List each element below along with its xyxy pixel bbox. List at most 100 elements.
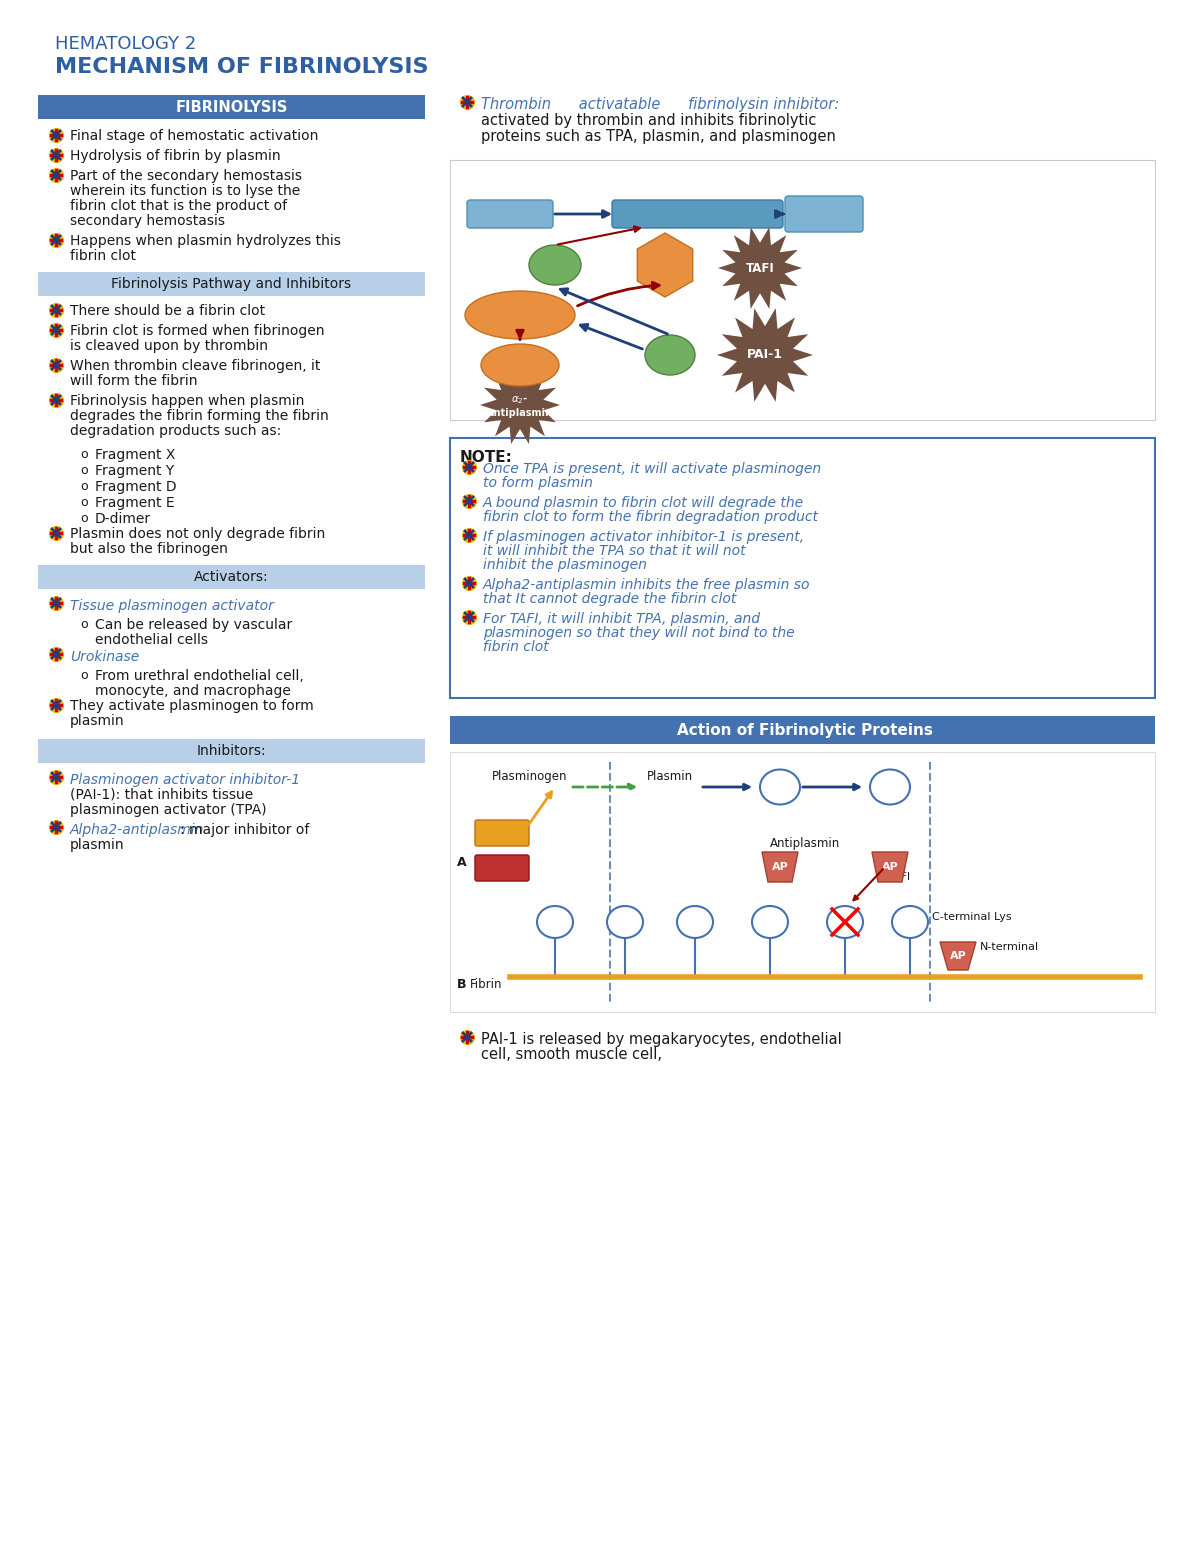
Ellipse shape (538, 905, 574, 938)
Text: o: o (80, 495, 88, 509)
Text: inhibit the plasminogen: inhibit the plasminogen (482, 558, 647, 572)
Text: Lys: Lys (836, 916, 853, 927)
Text: Plasmin does not only degrade fibrin: Plasmin does not only degrade fibrin (70, 526, 325, 540)
Text: plasmin: plasmin (496, 367, 545, 377)
FancyBboxPatch shape (38, 272, 425, 297)
Polygon shape (940, 943, 976, 971)
Text: plasmin: plasmin (643, 267, 686, 276)
Text: Action of Fibrinolytic Proteins: Action of Fibrinolytic Proteins (677, 722, 932, 738)
Text: to form plasmin: to form plasmin (482, 477, 593, 491)
Text: TPA: TPA (659, 349, 682, 360)
Polygon shape (718, 227, 802, 309)
Text: D-dimer: D-dimer (95, 512, 151, 526)
Text: B: B (457, 978, 467, 991)
Text: There should be a fibrin clot: There should be a fibrin clot (70, 304, 265, 318)
Text: plasminogen so that they will not bind to the: plasminogen so that they will not bind t… (482, 626, 794, 640)
Text: that It cannot degrade the fibrin clot: that It cannot degrade the fibrin clot (482, 592, 737, 606)
Text: Inhibitors:: Inhibitors: (197, 744, 266, 758)
FancyBboxPatch shape (450, 160, 1154, 419)
Text: o: o (80, 512, 88, 525)
Text: proteins such as TPA, plasmin, and plasminogen: proteins such as TPA, plasmin, and plasm… (481, 129, 836, 144)
Text: secondary hemostasis: secondary hemostasis (70, 214, 226, 228)
Ellipse shape (529, 245, 581, 286)
Text: Plasminogen: Plasminogen (492, 770, 568, 783)
Text: Tissue plasminogen activator: Tissue plasminogen activator (70, 599, 274, 613)
Text: HEMATOLOGY 2: HEMATOLOGY 2 (55, 36, 197, 53)
FancyBboxPatch shape (450, 438, 1154, 697)
Text: Fibrin: Fibrin (677, 208, 718, 221)
Text: activated by thrombin and inhibits fibrinolytic: activated by thrombin and inhibits fibri… (481, 113, 816, 127)
Text: Lys: Lys (686, 916, 703, 927)
Text: A bound plasmin to fibrin clot will degrade the: A bound plasmin to fibrin clot will degr… (482, 495, 804, 509)
Text: TPA: TPA (488, 826, 515, 840)
Text: Fibrin clot is formed when fibrinogen: Fibrin clot is formed when fibrinogen (70, 325, 324, 339)
Text: FIBRINOLYSIS: FIBRINOLYSIS (175, 99, 288, 115)
Text: Plasminogen activator inhibitor-1: Plasminogen activator inhibitor-1 (70, 773, 300, 787)
Text: TPA: TPA (544, 259, 566, 270)
Text: Fibrinogen: Fibrinogen (476, 210, 544, 219)
FancyBboxPatch shape (475, 820, 529, 846)
Text: Alpha2-antiplasmin inhibits the free plasmin so: Alpha2-antiplasmin inhibits the free pla… (482, 578, 810, 592)
Text: Antiplasmin: Antiplasmin (770, 837, 840, 849)
Text: Lys: Lys (772, 783, 788, 792)
Text: If plasminogen activator inhibitor-1 is present,: If plasminogen activator inhibitor-1 is … (482, 530, 804, 544)
Text: plasminogen activator (TPA): plasminogen activator (TPA) (70, 803, 266, 817)
Text: $\alpha_2$-: $\alpha_2$- (511, 394, 529, 405)
FancyBboxPatch shape (612, 200, 784, 228)
Text: PAI-1: PAI-1 (746, 348, 784, 362)
Text: N-terminal: N-terminal (980, 943, 1039, 952)
Text: For TAFI, it will inhibit TPA, plasmin, and: For TAFI, it will inhibit TPA, plasmin, … (482, 612, 760, 626)
Text: PAI-1: PAI-1 (484, 862, 520, 874)
Text: Lys: Lys (902, 916, 918, 927)
Text: monocyte, and macrophage: monocyte, and macrophage (95, 683, 290, 697)
Text: antiplasmin: antiplasmin (487, 408, 552, 418)
Text: plasmin: plasmin (70, 714, 125, 728)
Text: degrades the fibrin forming the fibrin: degrades the fibrin forming the fibrin (70, 408, 329, 422)
Text: fibrin clot: fibrin clot (482, 640, 548, 654)
Text: o: o (80, 618, 88, 631)
Ellipse shape (752, 905, 788, 938)
Text: AP: AP (772, 862, 788, 871)
Polygon shape (718, 307, 814, 402)
FancyBboxPatch shape (475, 856, 529, 881)
FancyBboxPatch shape (38, 565, 425, 589)
Text: is cleaved upon by thrombin: is cleaved upon by thrombin (70, 339, 268, 353)
Polygon shape (872, 853, 908, 882)
Text: Activators:: Activators: (194, 570, 269, 584)
Text: C-terminal Lys: C-terminal Lys (932, 912, 1012, 922)
Text: Fibrinolysis happen when plasmin: Fibrinolysis happen when plasmin (70, 394, 305, 408)
FancyBboxPatch shape (467, 200, 553, 228)
Text: Free: Free (506, 356, 534, 365)
Text: PAI-1 is released by megakaryocytes, endothelial: PAI-1 is released by megakaryocytes, end… (481, 1033, 841, 1047)
Text: Part of the secondary hemostasis: Part of the secondary hemostasis (70, 169, 302, 183)
Text: TAFI: TAFI (887, 871, 910, 882)
Text: endothelial cells: endothelial cells (95, 634, 208, 648)
Text: degradation products such as:: degradation products such as: (70, 424, 281, 438)
Text: fibrin clot: fibrin clot (70, 248, 136, 262)
Text: Fragment Y: Fragment Y (95, 464, 174, 478)
Text: Plasminogen: Plasminogen (480, 311, 560, 320)
Ellipse shape (827, 905, 863, 938)
Text: They activate plasminogen to form: They activate plasminogen to form (70, 699, 313, 713)
FancyBboxPatch shape (785, 196, 863, 231)
Text: Urokinase: Urokinase (70, 651, 139, 665)
Text: Thrombin      activatable      fibrinolysin inhibitor:: Thrombin activatable fibrinolysin inhibi… (481, 96, 839, 112)
Text: Happens when plasmin hydrolyzes this: Happens when plasmin hydrolyzes this (70, 235, 341, 248)
Text: (PAI-1): that inhibits tissue: (PAI-1): that inhibits tissue (70, 787, 253, 801)
Text: o: o (80, 669, 88, 682)
Text: Lys: Lys (617, 916, 634, 927)
Text: D-dimer: D-dimer (800, 222, 847, 231)
Ellipse shape (607, 905, 643, 938)
Polygon shape (762, 853, 798, 882)
Ellipse shape (892, 905, 928, 938)
Text: Hydrolysis of fibrin by plasmin: Hydrolysis of fibrin by plasmin (70, 149, 281, 163)
Text: will form the fibrin: will form the fibrin (70, 374, 198, 388)
Text: Plasmin: Plasmin (647, 770, 694, 783)
Ellipse shape (677, 905, 713, 938)
Text: plasmin: plasmin (70, 839, 125, 853)
Text: Fragment D: Fragment D (95, 480, 176, 494)
Text: Fragment E: Fragment E (95, 495, 175, 509)
Ellipse shape (760, 769, 800, 804)
Text: Bound: Bound (648, 255, 683, 266)
Text: AP: AP (882, 862, 899, 871)
